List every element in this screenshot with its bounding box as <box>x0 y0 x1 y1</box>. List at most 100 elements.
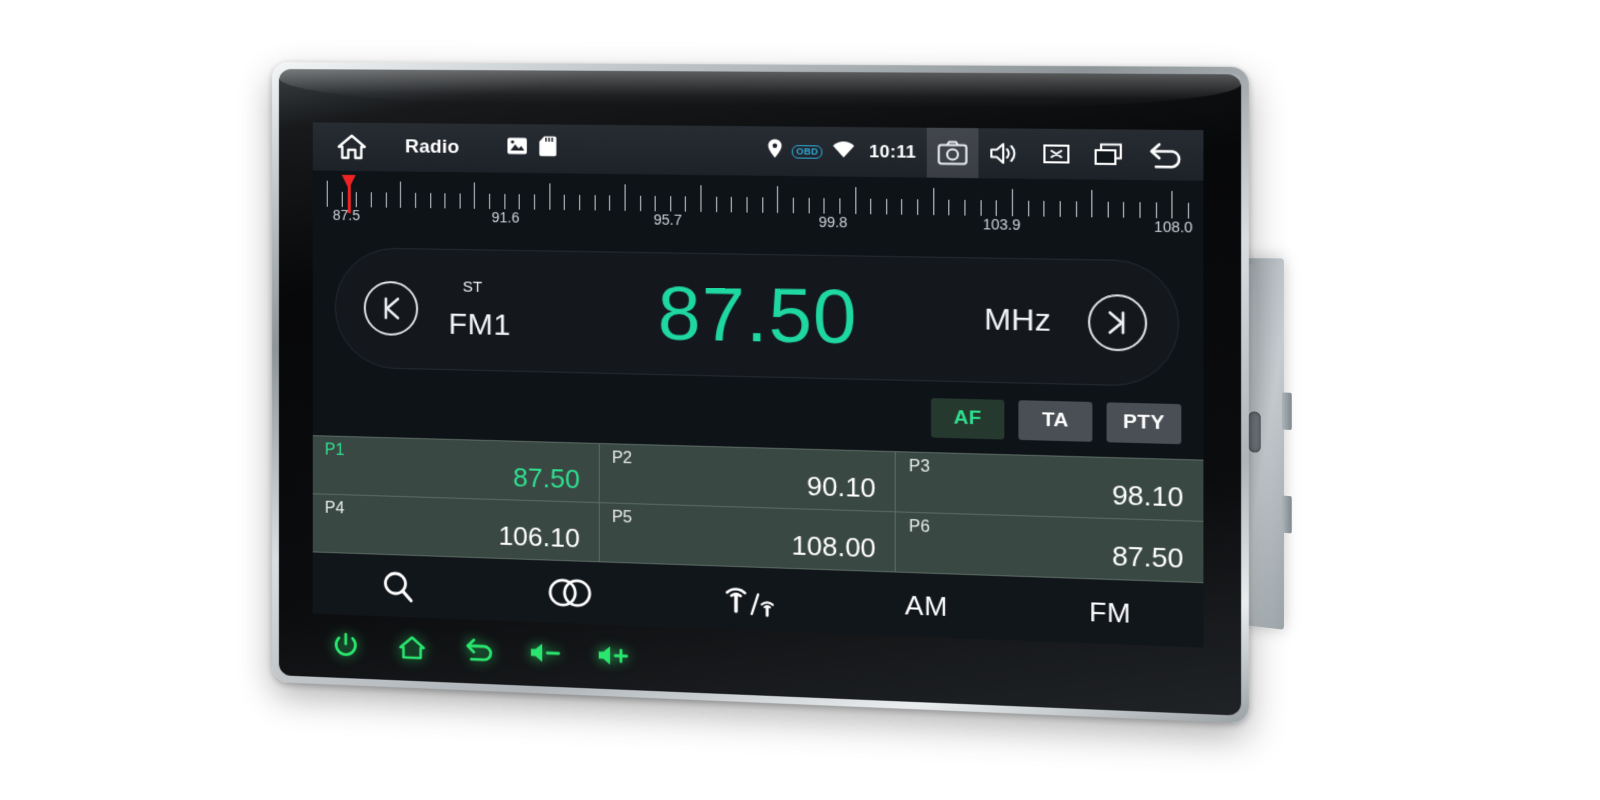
preset-cell[interactable]: P5 108.00 <box>599 503 897 573</box>
scale-tick <box>1043 200 1045 217</box>
scale-tick <box>823 198 825 214</box>
scan-search-button[interactable] <box>313 552 484 621</box>
scale-tick <box>444 193 446 209</box>
chassis-slot <box>1248 411 1261 453</box>
tune-previous-button[interactable] <box>363 280 419 337</box>
scale-tick <box>1171 190 1173 219</box>
volume-down-key[interactable] <box>513 639 581 666</box>
scale-tick <box>1075 201 1077 218</box>
scale-label: 108.0 <box>1154 218 1193 236</box>
stereo-mono-button[interactable] <box>484 558 658 627</box>
scale-tick <box>459 193 461 209</box>
scale-tick <box>980 200 982 216</box>
scale-label: 103.9 <box>982 215 1021 234</box>
back-key[interactable] <box>445 636 512 665</box>
scale-tick <box>1091 189 1093 218</box>
sd-card-icon[interactable] <box>539 136 557 163</box>
preset-cell[interactable]: P2 90.10 <box>599 444 897 513</box>
preset-slot-label: P2 <box>611 449 633 468</box>
scale-tick <box>356 192 358 208</box>
frequency-panel: ST FM1 87.50 MHz <box>334 247 1180 388</box>
scale-tick <box>654 195 656 212</box>
frequency-value: 87.50 <box>657 270 858 361</box>
scale-tick <box>341 191 343 207</box>
scale-tick <box>414 192 416 208</box>
scale-tick <box>854 187 856 215</box>
loc-dx-button[interactable] <box>658 564 836 634</box>
scale-tick <box>948 199 950 216</box>
recent-apps-button[interactable] <box>1083 129 1136 180</box>
preset-cell[interactable]: P4 106.10 <box>312 494 600 563</box>
scale-tick <box>474 182 476 209</box>
scale-tick <box>639 195 641 212</box>
rds-button-group: AF TA PTY <box>313 383 1182 445</box>
home-icon[interactable] <box>335 130 369 165</box>
lcd-screen: Radio OBD <box>312 122 1204 648</box>
scale-tick <box>685 196 687 212</box>
scale-tick <box>746 197 748 213</box>
preset-frequency: 108.00 <box>791 529 876 564</box>
scale-tick <box>885 198 888 215</box>
scale-tick <box>808 197 810 214</box>
scale-tick <box>839 198 841 214</box>
tune-next-button[interactable] <box>1087 293 1148 352</box>
preset-slot-label: P5 <box>611 508 633 527</box>
am-band-button[interactable]: AM <box>836 570 1018 641</box>
frequency-unit: MHz <box>984 302 1051 339</box>
tuning-scale[interactable]: 87.5 91.6 95.7 99.8 103.9 108.0 <box>312 170 1204 257</box>
preset-frequency: 90.10 <box>806 470 876 504</box>
scale-tick <box>549 183 551 210</box>
power-key[interactable] <box>313 631 379 660</box>
scale-tick <box>489 193 491 210</box>
scale-tick <box>609 195 611 211</box>
back-button[interactable] <box>1135 130 1197 181</box>
scale-tick <box>519 194 521 210</box>
mute-close-button[interactable] <box>1030 129 1082 180</box>
preset-frequency: 87.50 <box>513 461 580 495</box>
status-right-group: OBD 10:11 <box>768 126 1204 180</box>
scale-tick <box>1123 201 1125 218</box>
scale-tick <box>669 196 672 212</box>
gps-location-icon <box>768 139 783 164</box>
scale-tick <box>400 181 402 208</box>
stereo-indicator: ST <box>462 277 483 296</box>
pty-button[interactable]: PTY <box>1106 402 1182 445</box>
screenshot-camera-button[interactable] <box>926 127 979 179</box>
am-label: AM <box>904 588 948 622</box>
obd-icon: OBD <box>792 144 823 159</box>
app-icon-group <box>506 135 557 163</box>
chassis-tab <box>1281 495 1292 534</box>
preset-frequency: 106.10 <box>498 520 580 554</box>
scale-tick <box>534 194 536 210</box>
scale-tick <box>370 192 372 208</box>
home-key[interactable] <box>379 633 446 662</box>
preset-frequency: 87.50 <box>1111 540 1184 575</box>
preset-slot-label: P1 <box>324 441 345 460</box>
preset-slot-label: P6 <box>908 517 930 537</box>
scale-tick <box>1059 201 1061 217</box>
band-label[interactable]: FM1 <box>448 306 512 342</box>
scale-tick <box>1155 202 1157 219</box>
preset-cell[interactable]: P6 87.50 <box>896 512 1204 584</box>
volume-up-key[interactable] <box>580 642 648 669</box>
status-bar: Radio OBD <box>312 122 1204 181</box>
preset-cell[interactable]: P3 98.10 <box>896 452 1204 522</box>
ta-button[interactable]: TA <box>1018 400 1093 442</box>
scale-label: 87.5 <box>332 206 361 224</box>
volume-speaker-button[interactable] <box>978 128 1030 179</box>
band-column: ST FM1 <box>448 278 546 344</box>
preset-slot-label: P4 <box>324 499 345 518</box>
preset-cell[interactable]: P1 87.50 <box>312 436 600 504</box>
scale-tick <box>700 185 702 212</box>
scale-tick <box>579 194 581 211</box>
scale-tick <box>1139 202 1141 218</box>
scale-tick <box>594 195 596 211</box>
gallery-icon[interactable] <box>506 136 527 161</box>
scale-tick <box>932 188 934 216</box>
fm-band-button[interactable]: FM <box>1018 577 1204 648</box>
status-indicators: OBD <box>768 139 855 165</box>
scale-tick <box>995 200 998 216</box>
scale-tick <box>1187 202 1190 219</box>
af-button[interactable]: AF <box>931 398 1005 440</box>
